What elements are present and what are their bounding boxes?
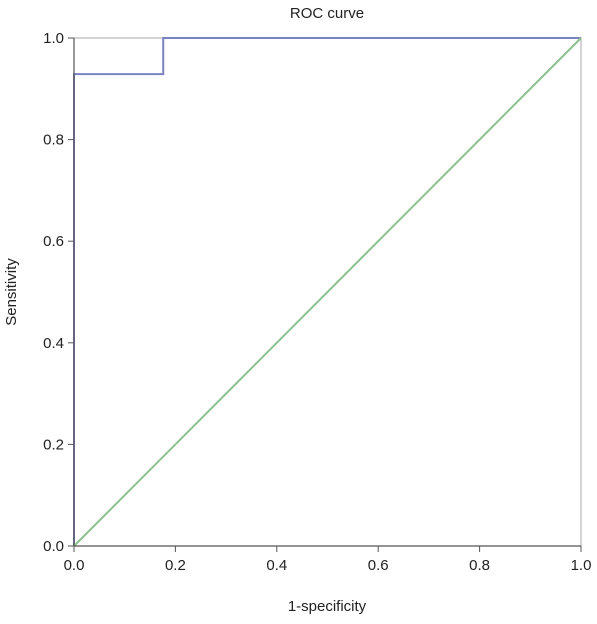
- chart-title: ROC curve: [290, 5, 364, 22]
- x-tick-label: 1.0: [571, 557, 592, 574]
- series-group: [73, 37, 582, 547]
- y-tick-label: 0.0: [43, 538, 64, 555]
- x-tick-label: 0.8: [469, 557, 490, 574]
- plot-area: 0.0 0.2 0.4 0.6 0.8 1.0 0.0 0.2 0.4 0.6 0.8 1.0: [43, 30, 591, 574]
- y-tick-label: 0.6: [43, 233, 64, 250]
- ticks-group: 0.0 0.2 0.4 0.6 0.8 1.0 0.0 0.2 0.4 0.6 0.8 1.0: [43, 30, 591, 574]
- reference-line: [73, 37, 582, 547]
- x-axis-title: 1-specificity: [288, 598, 367, 615]
- x-tick-label: 0.6: [368, 557, 389, 574]
- y-axis-title: Sensitivity: [3, 258, 20, 326]
- x-tick-label: 0.4: [266, 557, 287, 574]
- y-tick-label: 0.2: [43, 436, 64, 453]
- x-tick-label: 0.2: [165, 557, 186, 574]
- y-tick-label: 1.0: [43, 30, 64, 47]
- y-tick-label: 0.4: [43, 335, 64, 352]
- y-tick-label: 0.8: [43, 132, 64, 149]
- x-tick-label: 0.0: [64, 557, 85, 574]
